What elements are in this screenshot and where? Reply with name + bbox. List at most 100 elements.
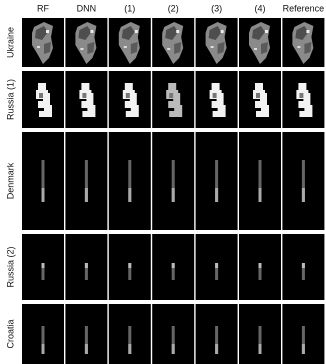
speck — [306, 30, 309, 33]
bar — [128, 263, 131, 268]
column-header: (2) — [168, 3, 179, 13]
region — [82, 111, 88, 117]
image-cell — [109, 132, 151, 230]
column-header: DNN — [77, 3, 97, 13]
image-cell — [109, 18, 151, 67]
image-cell — [196, 132, 238, 230]
image-cell — [65, 132, 107, 230]
region — [212, 83, 220, 90]
bar — [42, 344, 45, 354]
region — [87, 105, 95, 117]
region — [39, 93, 43, 98]
region — [255, 83, 263, 90]
image-cell — [196, 71, 238, 128]
speck — [135, 30, 138, 33]
speck — [176, 30, 179, 33]
image-cell — [65, 234, 107, 300]
image-cell — [239, 71, 281, 128]
image-cell — [152, 132, 194, 230]
image-cell — [65, 71, 107, 128]
speck — [90, 30, 93, 33]
region — [39, 111, 45, 117]
speck — [124, 46, 127, 48]
row-label: Ukraine — [5, 27, 15, 58]
region — [82, 93, 86, 98]
image-cell — [239, 234, 281, 300]
image-cell — [239, 18, 281, 67]
column-header: (4) — [255, 3, 266, 13]
region — [169, 111, 175, 117]
region — [168, 83, 176, 90]
column-header: RF — [37, 3, 49, 13]
image-cell — [109, 234, 151, 300]
region — [81, 83, 89, 90]
image-cell — [282, 304, 324, 364]
column-header: (1) — [124, 3, 135, 13]
region — [213, 111, 219, 117]
bar — [259, 344, 262, 354]
image-cell — [196, 304, 238, 364]
bar — [42, 263, 45, 268]
image-cell — [196, 234, 238, 300]
image-cell — [282, 234, 324, 300]
bar — [302, 263, 305, 268]
image-cell — [22, 18, 64, 67]
bar — [85, 263, 88, 268]
image-cell — [22, 132, 64, 230]
region — [213, 93, 217, 98]
region — [126, 111, 132, 117]
bar — [85, 188, 88, 202]
speck — [46, 30, 49, 33]
image-cell — [152, 71, 194, 128]
bar — [215, 263, 218, 268]
figure: RF DNN (1) (2) (3) (4) Reference Ukraine Russia … — [0, 0, 326, 364]
region — [261, 105, 269, 117]
speck — [221, 30, 224, 33]
image-cell — [152, 234, 194, 300]
speck — [211, 46, 214, 48]
image-cell — [152, 304, 194, 364]
image-cell — [109, 71, 151, 128]
speck — [297, 46, 300, 48]
image-cell — [109, 304, 151, 364]
region — [256, 93, 260, 98]
bar — [172, 263, 175, 268]
region — [174, 105, 182, 117]
bar — [172, 188, 175, 202]
region — [126, 93, 130, 98]
region — [169, 93, 173, 98]
region — [299, 111, 305, 117]
row-label: Russia (2) — [5, 246, 15, 287]
image-cell — [239, 132, 281, 230]
column-header: (3) — [211, 3, 222, 13]
bar — [259, 263, 262, 268]
speck — [167, 48, 170, 50]
column-header: Reference — [283, 3, 325, 13]
image-cell — [196, 18, 238, 67]
row-label: Croatia — [5, 319, 15, 348]
bar — [302, 344, 305, 354]
image-cell — [22, 234, 64, 300]
region — [304, 105, 312, 117]
row-label: Denmark — [5, 162, 15, 199]
bar — [128, 188, 131, 202]
bar — [215, 188, 218, 202]
region — [256, 111, 262, 117]
image-cell — [239, 304, 281, 364]
region — [218, 105, 226, 117]
speck — [254, 48, 257, 50]
speck — [265, 30, 268, 33]
image-cell — [65, 18, 107, 67]
bar — [128, 344, 131, 354]
image-cell — [282, 71, 324, 128]
bar — [42, 188, 45, 202]
region — [131, 105, 139, 117]
image-cell — [22, 304, 64, 364]
region — [125, 83, 133, 90]
bar — [215, 344, 218, 354]
region — [298, 83, 306, 90]
row-label: Russia (1) — [5, 79, 15, 120]
image-cell — [152, 18, 194, 67]
region — [44, 105, 52, 117]
image-cell — [65, 304, 107, 364]
